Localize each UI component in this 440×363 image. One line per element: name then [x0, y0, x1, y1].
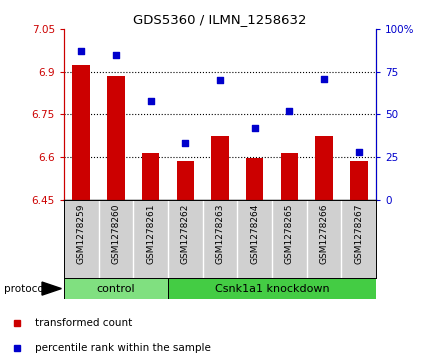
Point — [216, 77, 224, 83]
Text: GSM1278263: GSM1278263 — [216, 204, 224, 264]
Point — [356, 149, 363, 155]
Bar — [281, 153, 298, 200]
Text: GSM1278262: GSM1278262 — [181, 204, 190, 264]
Point — [77, 48, 84, 54]
Text: GSM1278261: GSM1278261 — [146, 204, 155, 264]
Text: protocol: protocol — [4, 284, 47, 294]
Text: GSM1278265: GSM1278265 — [285, 204, 294, 264]
Bar — [142, 153, 159, 200]
Text: percentile rank within the sample: percentile rank within the sample — [35, 343, 211, 352]
Bar — [176, 161, 194, 200]
Bar — [350, 161, 367, 200]
Point — [286, 108, 293, 114]
Point — [321, 76, 328, 81]
Text: GSM1278266: GSM1278266 — [319, 204, 329, 264]
Polygon shape — [42, 282, 62, 295]
Text: GSM1278264: GSM1278264 — [250, 204, 259, 264]
Bar — [211, 136, 229, 200]
Bar — [107, 76, 125, 200]
Title: GDS5360 / ILMN_1258632: GDS5360 / ILMN_1258632 — [133, 13, 307, 26]
Text: GSM1278267: GSM1278267 — [354, 204, 363, 264]
Text: GSM1278260: GSM1278260 — [111, 204, 121, 264]
Point — [251, 125, 258, 131]
Point — [182, 140, 189, 146]
Bar — [64, 278, 168, 299]
Bar — [315, 136, 333, 200]
Text: Csnk1a1 knockdown: Csnk1a1 knockdown — [215, 284, 330, 294]
Point — [147, 98, 154, 103]
Bar — [73, 65, 90, 200]
Text: transformed count: transformed count — [35, 318, 132, 328]
Text: GSM1278259: GSM1278259 — [77, 204, 86, 264]
Bar — [168, 278, 376, 299]
Text: control: control — [96, 284, 135, 294]
Point — [112, 52, 119, 57]
Bar — [246, 158, 264, 200]
